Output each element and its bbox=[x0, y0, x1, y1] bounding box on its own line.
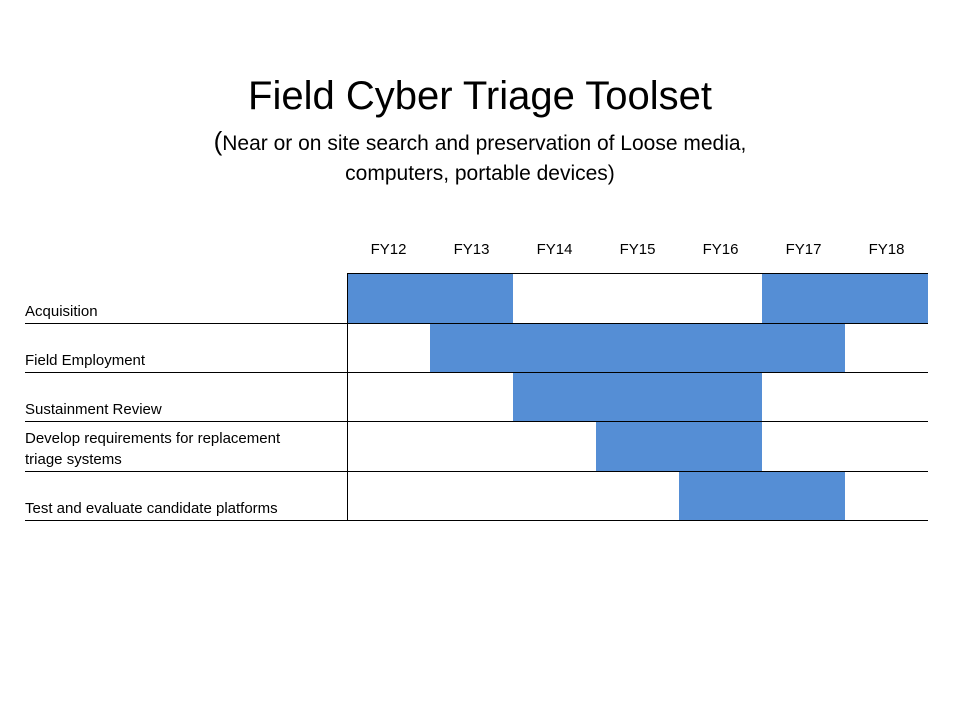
row-label: Acquisition bbox=[25, 301, 345, 322]
gantt-bar bbox=[762, 273, 928, 323]
row-label: Test and evaluate candidate platforms bbox=[25, 498, 345, 519]
slide-subtitle: (Near or on site search and preservation… bbox=[180, 126, 780, 189]
slide-title: Field Cyber Triage Toolset bbox=[248, 74, 712, 118]
year-header: FY18 bbox=[868, 241, 905, 258]
grid-line-row bbox=[25, 421, 928, 422]
grid-line-row bbox=[25, 520, 928, 521]
gantt-bar bbox=[430, 323, 845, 372]
grid-line-vertical bbox=[347, 273, 348, 521]
row-label-line: Develop requirements for replacement bbox=[25, 430, 281, 447]
gantt-bar bbox=[679, 471, 845, 520]
gantt-bar bbox=[347, 273, 513, 323]
gantt-bar bbox=[596, 421, 762, 471]
gantt-bar bbox=[513, 372, 762, 421]
year-header: FY15 bbox=[619, 241, 656, 258]
row-label-line: Field Employment bbox=[25, 352, 146, 369]
year-header: FY12 bbox=[370, 241, 407, 258]
row-label: Sustainment Review bbox=[25, 399, 345, 420]
row-label-line: triage systems bbox=[25, 451, 122, 468]
grid-line-row bbox=[25, 323, 928, 324]
row-label-line: Test and evaluate candidate platforms bbox=[25, 500, 278, 517]
row-label: Develop requirements for replacement tria… bbox=[25, 428, 345, 470]
row-label-line: Acquisition bbox=[25, 303, 98, 320]
row-label: Field Employment bbox=[25, 350, 345, 371]
grid-line-top bbox=[347, 273, 928, 274]
row-label-line: Sustainment Review bbox=[25, 401, 162, 418]
subtitle-line-1: Near or on site search and preservation … bbox=[222, 132, 747, 155]
grid-line-row bbox=[25, 471, 928, 472]
year-header: FY14 bbox=[536, 241, 573, 258]
subtitle-line-2: computers, portable devices) bbox=[345, 162, 615, 185]
grid-line-row bbox=[25, 372, 928, 373]
subtitle-open-paren: ( bbox=[213, 126, 223, 156]
year-header: FY13 bbox=[453, 241, 490, 258]
year-header: FY16 bbox=[702, 241, 739, 258]
year-header: FY17 bbox=[785, 241, 822, 258]
